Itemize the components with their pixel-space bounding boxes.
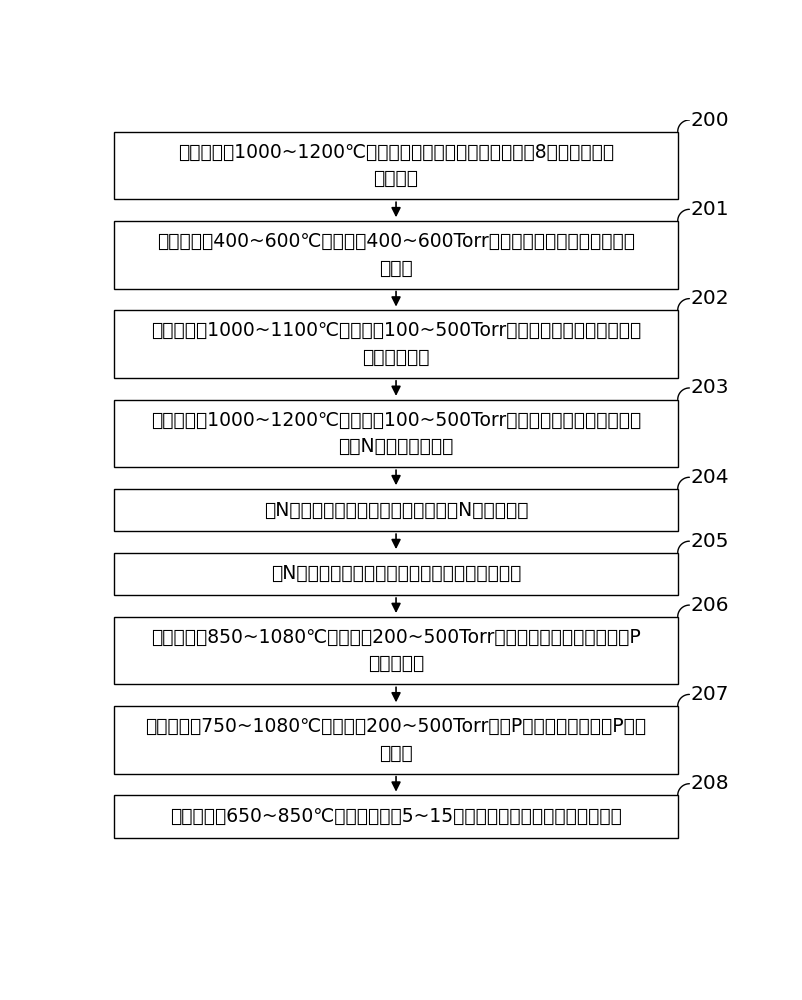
Text: 206: 206 (690, 596, 728, 615)
Text: 202: 202 (690, 289, 729, 308)
Bar (114, 706, 677, 774)
Text: 208: 208 (690, 774, 729, 793)
Text: 对N型掺杂的氮化镓进行图形化，得到N型氮化镓层: 对N型掺杂的氮化镓进行图形化，得到N型氮化镓层 (264, 501, 528, 520)
Bar (114, 132, 677, 199)
Bar (114, 400, 677, 467)
Bar (114, 617, 677, 684)
Bar (114, 221, 677, 289)
Text: 控制温度为1000~1100℃，压力为100~500Torr，在氮化镓缓冲层上生长未
掺杂氮化镓层: 控制温度为1000~1100℃，压力为100~500Torr，在氮化镓缓冲层上生… (151, 321, 640, 367)
Bar (114, 795, 677, 838)
Text: 200: 200 (690, 110, 729, 129)
Text: 在N型氮化镓层本体和多个凸起上生长多量子阱层: 在N型氮化镓层本体和多个凸起上生长多量子阱层 (270, 564, 520, 583)
Bar (114, 310, 677, 378)
Text: 控制温度为650~850℃，持续时间为5~15分钟，在氮气气氛中进行退火处理: 控制温度为650~850℃，持续时间为5~15分钟，在氮气气氛中进行退火处理 (170, 807, 622, 826)
Text: 201: 201 (690, 200, 729, 219)
Text: 203: 203 (690, 378, 728, 397)
Text: 控制温度为400~600℃，压力为400~600Torr，在蓝宝石衬底上生长氮化镓
缓冲层: 控制温度为400~600℃，压力为400~600Torr，在蓝宝石衬底上生长氮化… (157, 232, 634, 277)
Text: 204: 204 (690, 468, 729, 487)
Text: 控制温度为750~1080℃，压力为200~500Torr，在P型铝镓氮层上生长P型氮
化镓层: 控制温度为750~1080℃，压力为200~500Torr，在P型铝镓氮层上生长… (145, 717, 646, 763)
Text: 控制温度为1000~1200℃，将蓝宝石衬底在氢气气氛中退火8分钟，并进行
氮化处理: 控制温度为1000~1200℃，将蓝宝石衬底在氢气气氛中退火8分钟，并进行 氮化… (178, 143, 614, 188)
Text: 207: 207 (690, 685, 728, 704)
Text: 205: 205 (690, 532, 728, 551)
Bar (114, 489, 677, 531)
Text: 控制温度为1000~1200℃，压力为100~500Torr，在未掺杂氮化镓层上生长
一层N型掺杂的氮化镓: 控制温度为1000~1200℃，压力为100~500Torr，在未掺杂氮化镓层上… (151, 411, 640, 456)
Bar (114, 553, 677, 595)
Text: 控制温度为850~1080℃，压力为200~500Torr，在多量子阱层本体上生长P
型铝镓氮层: 控制温度为850~1080℃，压力为200~500Torr，在多量子阱层本体上生… (151, 628, 640, 673)
